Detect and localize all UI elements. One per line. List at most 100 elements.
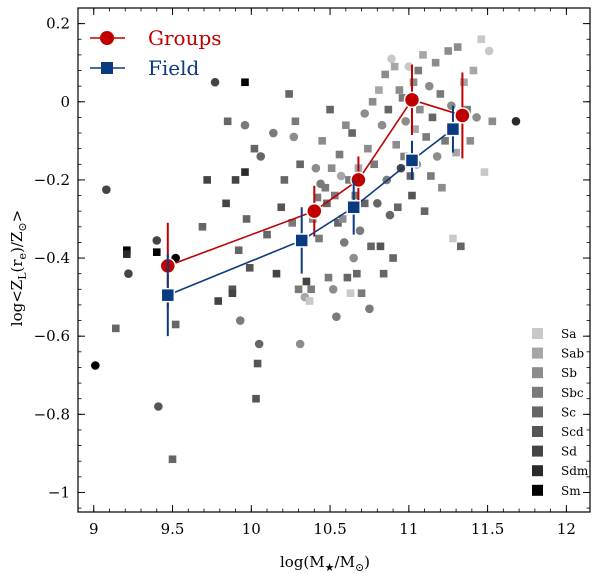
scatter-point [263, 230, 271, 239]
type-legend-swatch [532, 367, 543, 379]
legend-label: Groups [148, 26, 222, 50]
series-point-groups [454, 107, 471, 124]
y-tick-label: 0 [60, 93, 70, 111]
scatter-point [411, 125, 419, 133]
scatter-point [348, 129, 356, 137]
scatter-point [360, 199, 369, 208]
scatter-point [342, 121, 350, 130]
scatter-point [447, 101, 456, 110]
scatter-point [272, 269, 281, 278]
scatter-point [336, 171, 346, 181]
x-tick-label: 9.5 [161, 520, 185, 538]
legend-marker [101, 62, 113, 74]
scatter-point [152, 236, 162, 245]
y-tick-label: −0.8 [34, 405, 70, 423]
scatter-point [302, 277, 311, 286]
scatter-point [112, 324, 120, 333]
scatter-point [408, 191, 416, 200]
scatter-point [228, 285, 237, 294]
scatter-point [335, 150, 344, 159]
scatter-point [289, 132, 299, 142]
scatter-point [250, 144, 259, 153]
scatter-point [376, 242, 385, 251]
scatter-point [334, 219, 342, 227]
scatter-point [338, 215, 347, 223]
scatter-point [390, 62, 399, 71]
type-legend-label: Sm [561, 484, 581, 498]
scatter-point [327, 164, 336, 172]
scatter-point [332, 312, 341, 321]
scatter-point [256, 152, 266, 161]
series-point-groups [306, 202, 323, 220]
legend-label: Field [148, 56, 200, 80]
type-legend-label: Sd [561, 445, 577, 459]
scatter-point [252, 394, 260, 403]
scatter-point [285, 90, 293, 98]
x-tick-label: 11 [399, 520, 418, 538]
x-tick-label: 10.5 [313, 520, 346, 538]
scatter-point [394, 203, 402, 212]
scatter-point [307, 285, 315, 294]
scatter-point [326, 105, 334, 114]
series-point-field [160, 287, 176, 303]
scatter-point [296, 160, 304, 169]
scatter-point [323, 199, 331, 208]
scatter-point [387, 54, 396, 64]
scatter-point [328, 285, 338, 294]
scatter-point [457, 242, 465, 251]
scatter-point [377, 120, 387, 130]
scatter-point [353, 269, 361, 278]
scatter-point [511, 117, 521, 126]
type-legend-label: Sab [561, 347, 584, 361]
scatter-point [295, 339, 305, 349]
scatter-point [384, 105, 393, 114]
scatter-point [280, 176, 289, 184]
series-point-field [346, 200, 361, 215]
type-legend-swatch [532, 328, 543, 339]
type-legend-label: Scd [561, 425, 584, 439]
scatter-point [168, 455, 177, 464]
scatter-point [222, 199, 230, 208]
type-legend-swatch [532, 386, 543, 398]
scatter-point [124, 269, 133, 278]
type-legend-swatch [532, 426, 543, 437]
scatter-point [488, 117, 497, 126]
series-point-field [445, 121, 461, 137]
type-legend-label: Sa [561, 327, 576, 341]
y-tick-label: −0.6 [34, 327, 70, 345]
scatter-point [254, 339, 264, 349]
scatter-point [466, 137, 475, 145]
scatter-point [231, 176, 240, 184]
scatter-point [401, 117, 410, 126]
scatter-point [444, 47, 453, 55]
scatter-point [223, 117, 232, 126]
scatter-point [422, 133, 430, 141]
scatter-point [381, 70, 389, 79]
x-tick-label: 10 [242, 520, 261, 538]
scatter-point [324, 273, 333, 282]
series-point-groups [403, 91, 421, 109]
scatter-point [409, 78, 418, 87]
x-tick-label: 11.5 [471, 520, 504, 538]
scatter-point [154, 402, 163, 411]
scatter-point [240, 120, 250, 130]
scatter-point [365, 304, 374, 314]
type-legend-label: Sbc [561, 386, 584, 400]
y-tick-label: −0.2 [34, 171, 70, 189]
scatter-point [373, 199, 382, 208]
scatter-point [235, 316, 245, 325]
y-tick-label: −0.4 [34, 249, 70, 267]
y-tick-label: 0.2 [46, 15, 70, 33]
scatter-point [419, 51, 427, 59]
type-legend-swatch [532, 347, 543, 359]
scatter-point [480, 168, 489, 176]
scatter-point [484, 46, 494, 56]
type-legend-swatch [532, 445, 543, 457]
scatter-point [432, 152, 442, 161]
scatter-point [425, 81, 434, 91]
scatter-point [360, 109, 370, 118]
scatter-point [436, 90, 445, 98]
scatter-point [355, 226, 365, 235]
scatter-point [277, 203, 286, 212]
